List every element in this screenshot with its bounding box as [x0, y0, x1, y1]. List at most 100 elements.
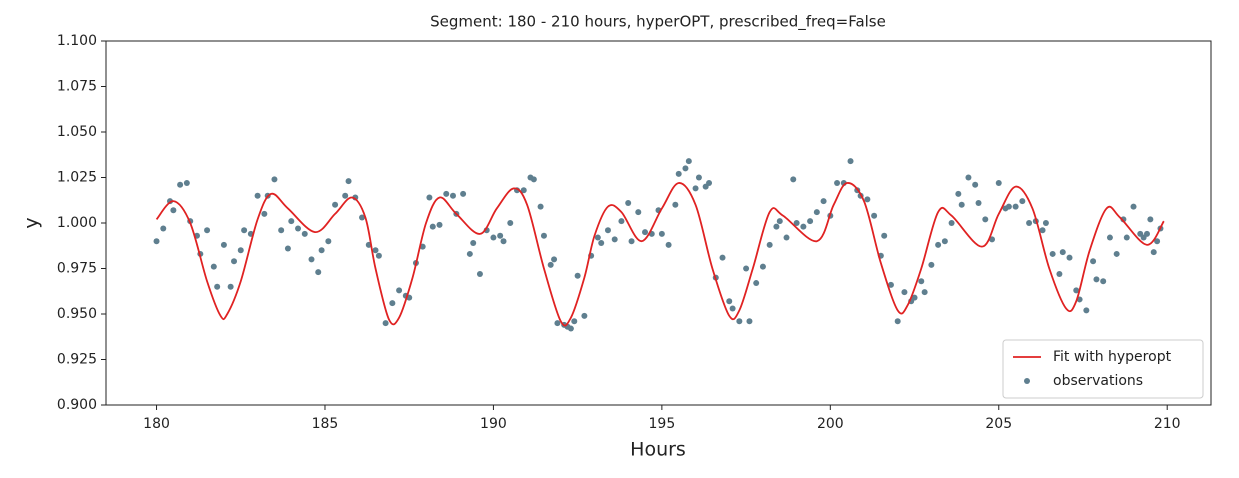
observation-point [753, 280, 760, 287]
observation-point [436, 221, 443, 228]
legend-symbol [1024, 378, 1030, 384]
observation-point [210, 263, 217, 270]
y-tick-label: 0.900 [57, 397, 97, 413]
observation-point [227, 283, 234, 290]
observation-point [288, 218, 295, 225]
observation-point [1143, 230, 1150, 237]
observation-point [618, 218, 625, 225]
observation-point [759, 263, 766, 270]
observation-point [389, 300, 396, 307]
observation-point [1049, 250, 1056, 257]
y-tick-label: 1.025 [57, 170, 97, 186]
x-tick-label: 185 [312, 416, 339, 432]
observation-point [571, 318, 578, 325]
y-tick-label: 0.950 [57, 306, 97, 322]
observation-point [746, 318, 753, 325]
observation-point [692, 185, 699, 192]
observation-point [342, 192, 349, 199]
observation-point [537, 203, 544, 210]
observation-point [554, 320, 561, 327]
y-tick-label: 0.975 [57, 261, 97, 277]
observation-point [1090, 258, 1097, 265]
observation-point [1093, 276, 1100, 283]
observation-point [887, 281, 894, 288]
observation-point [1120, 216, 1127, 223]
x-tick-label: 195 [649, 416, 676, 432]
observation-point [793, 220, 800, 226]
observation-point [1005, 203, 1012, 210]
observation-point [813, 209, 820, 216]
observation-point [443, 190, 450, 197]
observation-point [396, 287, 403, 294]
observation-point [743, 265, 750, 272]
observation-point [540, 232, 547, 239]
observation-point [1056, 270, 1063, 277]
observation-point [594, 234, 601, 241]
observation-point [1059, 249, 1066, 256]
x-tick-label: 200 [817, 416, 844, 432]
observation-point [706, 179, 713, 186]
observation-point [490, 234, 497, 241]
observation-point [308, 256, 315, 263]
observation-point [975, 199, 982, 206]
observation-point [736, 318, 743, 325]
observation-point [635, 209, 642, 216]
observation-point [1123, 234, 1130, 241]
observation-point [261, 210, 268, 217]
observation-point [278, 227, 285, 234]
observation-point [685, 158, 692, 165]
observation-point [170, 207, 177, 214]
observation-point [658, 230, 665, 237]
observation-point [911, 294, 918, 301]
observation-point [1113, 250, 1120, 257]
observation-point [551, 256, 558, 263]
observation-point [719, 254, 726, 261]
observation-point [625, 199, 632, 206]
plot-frame [105, 40, 1212, 406]
observation-point [325, 238, 332, 245]
observation-point [530, 176, 537, 183]
observation-point [955, 190, 962, 197]
observation-point [790, 176, 797, 183]
legend-box [1002, 339, 1204, 399]
observation-point [574, 272, 581, 279]
observation-point [231, 258, 238, 265]
observation-point [520, 187, 527, 194]
observation-point [948, 220, 955, 226]
observation-point [359, 214, 366, 221]
observation-point [254, 192, 261, 199]
observation-point [726, 298, 733, 305]
x-tick-label: 190 [480, 416, 507, 432]
observation-point [466, 250, 473, 257]
observation-point [598, 240, 605, 247]
observation-point [500, 238, 507, 245]
observation-point [1150, 249, 1157, 256]
y-tick-label: 0.925 [57, 352, 97, 368]
observation-point [160, 225, 167, 232]
observation-point [881, 232, 888, 239]
observation-point [958, 201, 965, 208]
observation-point [1039, 227, 1046, 234]
observation-point [800, 223, 807, 230]
y-axis-label: y [21, 217, 43, 228]
observation-point [183, 179, 190, 186]
x-tick-label: 210 [1154, 416, 1181, 432]
observation-point [807, 218, 814, 225]
observation-point [1026, 220, 1033, 226]
observation-point [318, 247, 325, 254]
observation-point [871, 212, 878, 219]
legend: Fit with hyperopt observations [1002, 339, 1204, 399]
observation-point [284, 245, 291, 252]
observation-point [847, 158, 854, 165]
observation-point [611, 236, 618, 243]
observation-point [382, 320, 389, 327]
observation-point [834, 179, 841, 186]
observation-point [1042, 220, 1049, 226]
observation-point [332, 201, 339, 208]
observation-point [995, 179, 1002, 186]
observation-point [470, 240, 477, 247]
y-tick-label: 1.075 [57, 79, 97, 95]
observation-point [628, 238, 635, 245]
observation-point [604, 227, 611, 234]
